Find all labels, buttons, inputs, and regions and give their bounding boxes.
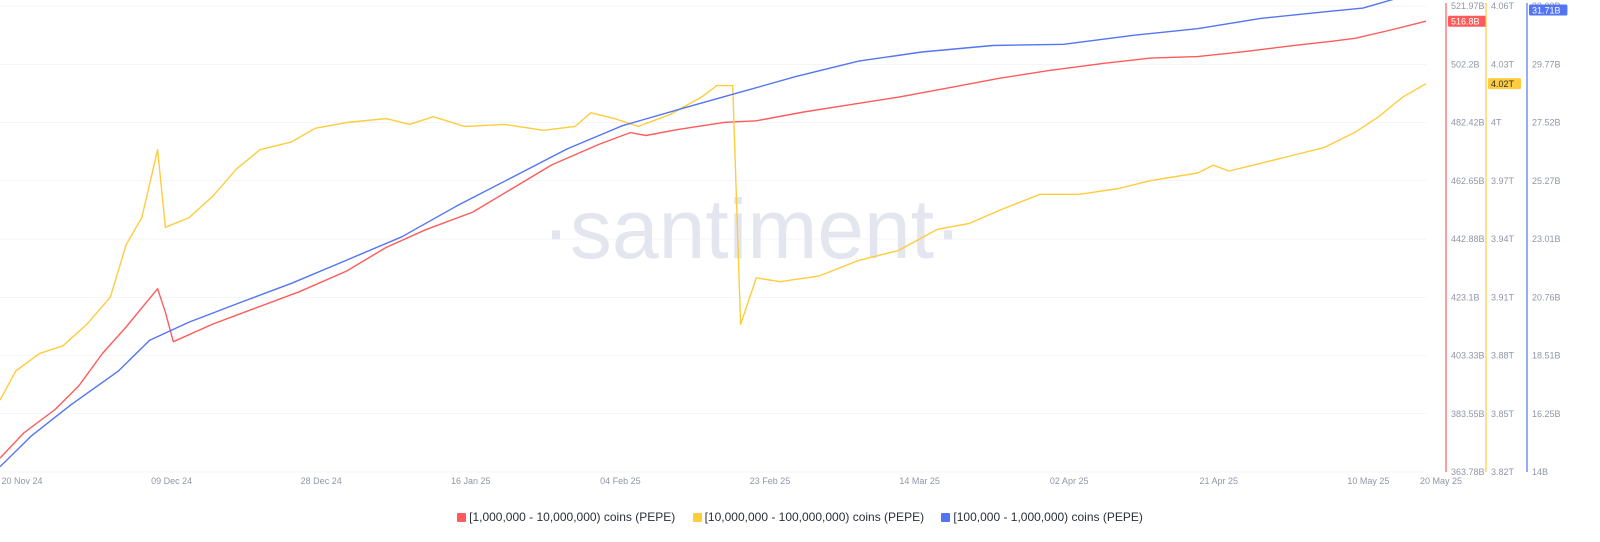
x-tick-label: 14 Mar 25 bbox=[899, 476, 940, 486]
value-badge-label-yellow: 4.02T bbox=[1491, 79, 1515, 89]
x-tick-label: 16 Jan 25 bbox=[451, 476, 491, 486]
axis-tick-label-red: 502.2B bbox=[1451, 59, 1480, 69]
value-badge-label-blue: 31.71B bbox=[1532, 6, 1561, 16]
value-badge-red bbox=[1448, 15, 1487, 27]
legend-swatch-blue bbox=[941, 513, 951, 522]
series-line-blue bbox=[0, 0, 1394, 468]
x-tick-label: 20 May 25 bbox=[1420, 476, 1462, 486]
axis-tick-label-blue: 23.01B bbox=[1532, 234, 1561, 244]
axis-tick-label-red: 521.97B bbox=[1451, 1, 1485, 11]
grid bbox=[0, 5, 1426, 473]
legend-swatch-red bbox=[457, 513, 467, 522]
axis-tick-label-blue: 16.25B bbox=[1532, 409, 1561, 419]
x-tick-label: 21 Apr 25 bbox=[1200, 476, 1239, 486]
legend-swatch-yellow bbox=[692, 513, 702, 522]
axis-tick-label-yellow: 4.06T bbox=[1491, 1, 1515, 11]
axis-tick-label-blue: 27.52B bbox=[1532, 118, 1561, 128]
axis-tick-label-yellow: 3.82T bbox=[1491, 467, 1515, 477]
x-tick-label: 02 Apr 25 bbox=[1050, 476, 1089, 486]
axis-tick-label-yellow: 4.03T bbox=[1491, 59, 1515, 69]
axis-tick-label-blue: 18.51B bbox=[1532, 351, 1561, 361]
axis-tick-label-red: 462.65B bbox=[1451, 176, 1485, 186]
axis-tick-label-red: 383.55B bbox=[1451, 409, 1485, 419]
axis-tick-label-yellow: 3.94T bbox=[1491, 234, 1515, 244]
watermark: ·santiment· bbox=[542, 182, 962, 276]
x-tick-label: 04 Feb 25 bbox=[600, 476, 641, 486]
series-line-red bbox=[0, 20, 1427, 459]
axis-tick-label-red: 423.1B bbox=[1451, 292, 1480, 302]
axis-tick-label-blue: 20.76B bbox=[1532, 292, 1561, 302]
axes: 521.97B 502.2B 482.42B 462.65B 442.88B 423.1B… bbox=[1445, 1, 1568, 477]
axis-tick-label-yellow: 3.85T bbox=[1491, 409, 1515, 419]
value-badge-blue bbox=[1529, 4, 1568, 16]
series-layer bbox=[0, 0, 1427, 468]
legend: [1,000,000 - 10,000,000) coins (PEPE) [1… bbox=[0, 510, 1600, 524]
legend-item-yellow[interactable]: [10,000,000 - 100,000,000) coins (PEPE) bbox=[692, 510, 925, 524]
axis-tick-label-blue: 14B bbox=[1532, 467, 1548, 477]
legend-label-blue: [100,000 - 1,000,000) coins (PEPE) bbox=[953, 510, 1143, 524]
axis-tick-label-red: 363.78B bbox=[1451, 467, 1485, 477]
x-tick-label: 09 Dec 24 bbox=[151, 476, 192, 486]
legend-label-yellow: [10,000,000 - 100,000,000) coins (PEPE) bbox=[704, 510, 925, 524]
axis-tick-label-yellow: 3.91T bbox=[1491, 292, 1515, 302]
x-tick-label: 10 May 25 bbox=[1347, 476, 1389, 486]
x-tick-label: 23 Feb 25 bbox=[750, 476, 791, 486]
series-line-yellow bbox=[0, 83, 1427, 401]
axis-tick-label-yellow: 3.97T bbox=[1491, 176, 1515, 186]
axis-tick-label-red: 442.88B bbox=[1451, 234, 1485, 244]
x-tick-label: 20 Nov 24 bbox=[1, 476, 42, 486]
axis-tick-label-yellow: 4T bbox=[1491, 118, 1502, 128]
x-axis: 20 Nov 24 09 Dec 24 28 Dec 24 16 Jan 25 04 F… bbox=[1, 476, 1462, 486]
axis-tick-label-red: 482.42B bbox=[1451, 118, 1485, 128]
legend-item-blue[interactable]: [100,000 - 1,000,000) coins (PEPE) bbox=[941, 510, 1143, 524]
x-tick-label: 28 Dec 24 bbox=[301, 476, 342, 486]
axis-tick-label-blue: 25.27B bbox=[1532, 176, 1561, 186]
axis-tick-label-red: 403.33B bbox=[1451, 351, 1485, 361]
axis-tick-label-yellow: 3.88T bbox=[1491, 351, 1515, 361]
legend-item-red[interactable]: [1,000,000 - 10,000,000) coins (PEPE) bbox=[457, 510, 675, 524]
value-badge-label-red: 516.8B bbox=[1451, 17, 1480, 27]
axis-tick-label-blue: 29.77B bbox=[1532, 59, 1561, 69]
legend-label-red: [1,000,000 - 10,000,000) coins (PEPE) bbox=[469, 510, 676, 524]
value-badge-yellow bbox=[1488, 78, 1521, 90]
